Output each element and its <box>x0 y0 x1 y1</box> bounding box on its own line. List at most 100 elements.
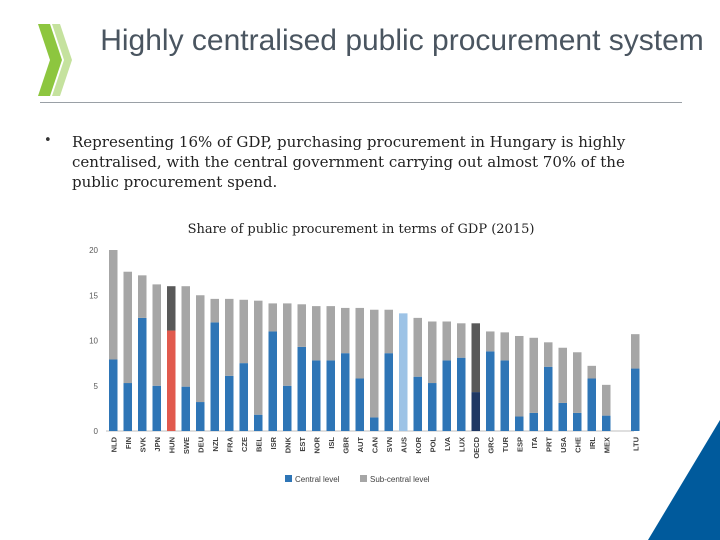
bar-subcentral-est <box>297 304 306 347</box>
bar-central-est <box>297 346 306 431</box>
bar-central-fin <box>123 383 132 431</box>
x-tick-label: FRA <box>225 436 234 452</box>
x-tick-label: NOR <box>312 436 321 453</box>
bar-subcentral-jpn <box>152 284 161 386</box>
x-tick-label: LUX <box>457 437 466 452</box>
x-tick-label: FIN <box>124 437 133 449</box>
bar-central-gbr <box>341 353 350 431</box>
bar-subcentral-nor <box>312 306 321 361</box>
bar-central-dnk <box>283 385 292 431</box>
bar-subcentral-isl <box>326 306 335 361</box>
bar-central-oecd <box>471 392 480 431</box>
bar-central-bel <box>254 414 263 431</box>
legend-label-central: Central level <box>295 475 340 484</box>
bar-central-deu <box>196 402 205 431</box>
x-tick-label: DEU <box>196 437 205 453</box>
bar-central-mex <box>602 415 611 431</box>
title-divider <box>40 102 682 103</box>
bar-subcentral-lva <box>442 321 451 361</box>
bar-central-ltu <box>631 368 640 431</box>
bar-central-hun <box>167 330 176 431</box>
bar-central-nor <box>312 360 321 431</box>
bar-subcentral-nld <box>109 250 118 360</box>
x-tick-label: BEL <box>254 437 263 452</box>
y-tick-label: 5 <box>94 382 99 391</box>
bar-central-svk <box>138 317 147 431</box>
bar-subcentral-usa <box>558 347 567 403</box>
logo-chevron-right <box>52 24 72 96</box>
legend-label-subcentral: Sub-central level <box>370 475 430 484</box>
x-tick-label: LTU <box>631 437 640 451</box>
x-tick-label: POL <box>428 437 437 453</box>
x-tick-label: NLD <box>109 436 118 452</box>
bar-central-grc <box>486 351 495 431</box>
bar-subcentral-kor <box>413 317 422 377</box>
x-tick-label: LVA <box>443 436 452 450</box>
bar-subcentral-gbr <box>341 307 350 354</box>
x-tick-label: USA <box>559 436 568 452</box>
bar-central-can <box>370 417 379 431</box>
x-tick-label: IRL <box>588 437 597 450</box>
bullet-marker: • <box>44 133 52 148</box>
bar-subcentral-can <box>370 309 379 418</box>
bar-central-pol <box>428 383 437 431</box>
y-tick-label: 15 <box>89 291 98 300</box>
x-tick-label: ITA <box>530 436 539 448</box>
bar-subcentral-isr <box>268 303 277 332</box>
bar-central-isr <box>268 331 277 431</box>
bar-subcentral-swe <box>181 286 190 387</box>
x-tick-label: CZE <box>240 437 249 452</box>
bar-subcentral-irl <box>587 365 596 379</box>
x-tick-label: NZL <box>211 437 220 452</box>
x-tick-label: TUR <box>501 436 510 452</box>
bar-subcentral-svk <box>138 275 147 318</box>
bar-subcentral-mex <box>602 384 611 416</box>
bar-subcentral-ita <box>529 337 538 413</box>
y-tick-label: 20 <box>89 246 98 255</box>
bar-central-nld <box>109 359 118 431</box>
bar-central-kor <box>413 376 422 431</box>
bar-central-che <box>573 412 582 431</box>
x-tick-label: CHE <box>573 437 582 453</box>
x-tick-label: JPN <box>153 437 162 452</box>
bar-subcentral-prt <box>544 342 553 367</box>
bar-subcentral-bel <box>254 300 263 415</box>
bar-subcentral-oecd <box>471 323 480 393</box>
x-tick-label: DNK <box>283 436 292 453</box>
bar-central-isl <box>326 360 335 431</box>
x-tick-label: OECD <box>472 436 481 458</box>
x-tick-label: SVK <box>138 436 147 452</box>
bar-central-usa <box>558 402 567 431</box>
bar-subcentral-deu <box>196 295 205 403</box>
bar-subcentral-dnk <box>283 303 292 386</box>
corner-triangle <box>648 420 720 540</box>
bar-central-esp <box>515 416 524 431</box>
x-tick-label: EST <box>298 437 307 452</box>
bar-subcentral-lux <box>457 323 466 358</box>
bar-central-prt <box>544 366 553 431</box>
slide-title: Highly centralised public procurement sy… <box>100 24 704 57</box>
x-tick-label: MEX <box>602 437 611 453</box>
oecd-logo <box>38 24 72 96</box>
x-tick-label: ISL <box>327 437 336 449</box>
legend-swatch-subcentral <box>360 475 367 482</box>
bar-subcentral-svn <box>384 309 393 354</box>
bar-subcentral-tur <box>500 332 509 361</box>
chart-title: Share of public procurement in terms of … <box>187 222 535 237</box>
y-tick-label: 10 <box>89 337 98 346</box>
bar-central-jpn <box>152 385 161 431</box>
x-tick-label: ESP <box>515 437 524 452</box>
bar-subcentral-pol <box>428 321 437 384</box>
x-tick-label: PRT <box>544 437 553 452</box>
bar-central-fra <box>225 375 234 431</box>
bar-central-aut <box>355 378 364 431</box>
y-tick-label: 0 <box>94 427 99 436</box>
x-tick-label: GRC <box>486 436 495 453</box>
bar-subcentral-aut <box>355 307 364 379</box>
bar-subcentral-grc <box>486 331 495 352</box>
x-tick-label: KOR <box>414 436 423 453</box>
bar-central-swe <box>181 386 190 431</box>
bar-central-aus <box>399 313 408 431</box>
